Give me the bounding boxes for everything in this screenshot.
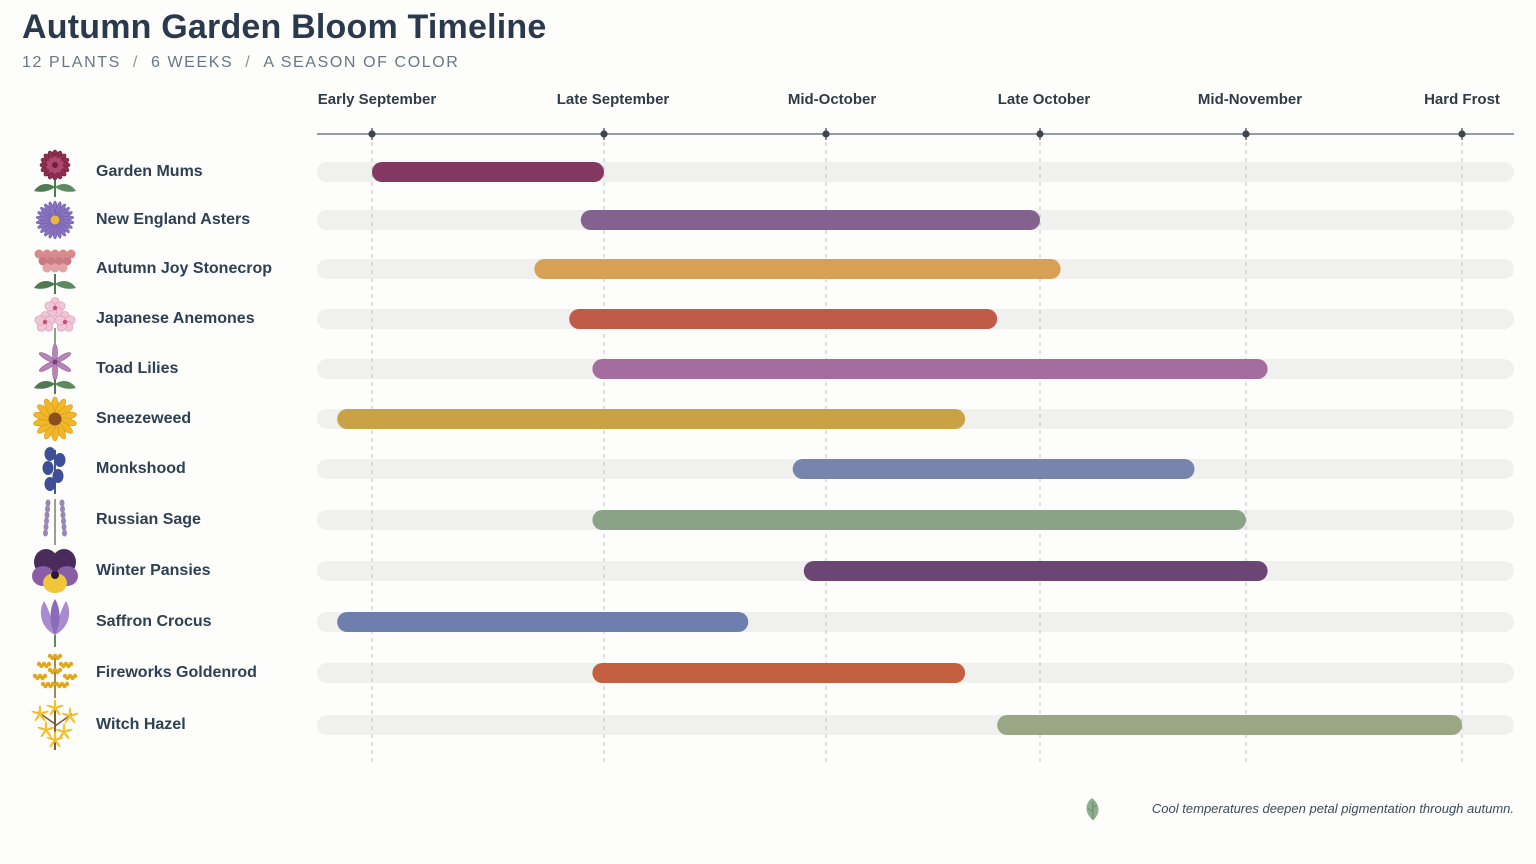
milestone-dot <box>822 130 830 138</box>
footnote: Cool temperatures deepen petal pigmentat… <box>1151 801 1514 816</box>
milestone-dot <box>1242 130 1250 138</box>
crocus-flower-icon <box>40 599 70 647</box>
milestone-dot <box>1036 130 1044 138</box>
goldenrod-flower-icon <box>32 653 78 698</box>
plant-label: Japanese Anemones <box>96 310 255 327</box>
pansy-flower-icon <box>32 549 78 593</box>
milestone-dot <box>368 130 376 138</box>
bloom-bar <box>569 309 998 329</box>
milestone-label: Late September <box>556 91 670 108</box>
bloom-bar <box>337 409 966 429</box>
subtitle-weeks: 6 WEEKS <box>150 54 234 71</box>
row-track <box>317 162 1514 182</box>
sneezeweed-flower-icon <box>33 396 77 442</box>
russian-sage-flower-icon <box>43 499 67 545</box>
aster-flower-icon <box>35 200 75 240</box>
toad-lily-flower-icon <box>34 344 76 394</box>
page-title: Autumn Garden Bloom Timeline <box>22 8 547 46</box>
milestone-label: Early September <box>317 91 437 108</box>
bloom-bar <box>803 561 1268 581</box>
plant-label: Saffron Crocus <box>96 613 212 630</box>
milestone-dot <box>1458 130 1466 138</box>
bloom-bar <box>792 459 1195 479</box>
subtitle-plants: 12 PLANTS <box>22 54 121 71</box>
plant-label: Garden Mums <box>96 163 203 180</box>
plant-label: Winter Pansies <box>96 562 211 579</box>
bloom-bar <box>337 612 749 632</box>
stonecrop-flower-icon <box>34 249 76 294</box>
milestone-dot <box>600 130 608 138</box>
bloom-bar <box>592 510 1246 530</box>
plant-label: Russian Sage <box>96 511 201 528</box>
milestone-label: Hard Frost <box>1424 91 1500 108</box>
bloom-bar <box>592 663 966 683</box>
bloom-bar <box>997 715 1462 735</box>
milestone-label: Mid-November <box>1197 91 1303 108</box>
milestone-label: Late October <box>997 91 1091 108</box>
plant-label: Monkshood <box>96 460 186 477</box>
subtitle-tagline: A SEASON OF COLOR <box>263 54 460 71</box>
plant-label: Witch Hazel <box>96 716 186 733</box>
plant-label: Sneezeweed <box>96 410 192 427</box>
plant-label: New England Asters <box>96 211 251 228</box>
plant-label: Fireworks Goldenrod <box>96 664 257 681</box>
bloom-bar <box>372 162 604 182</box>
mum-flower-icon <box>34 149 76 197</box>
page-subtitle: 12 PLANTS / 6 WEEKS / A SEASON OF COLOR <box>22 54 459 72</box>
anemone-flower-icon <box>34 297 76 344</box>
leaf-icon <box>1086 798 1099 821</box>
plant-label: Toad Lilies <box>96 360 179 377</box>
bloom-bar <box>580 210 1040 230</box>
plant-label: Autumn Joy Stonecrop <box>96 260 273 277</box>
milestone-label: Mid-October <box>787 91 877 108</box>
subtitle-separator: / <box>245 54 252 71</box>
bloom-bar <box>534 259 1061 279</box>
monkshood-flower-icon <box>42 447 66 494</box>
witch-hazel-flower-icon <box>31 700 79 750</box>
subtitle-separator: / <box>132 54 139 71</box>
bloom-bar <box>592 359 1268 379</box>
